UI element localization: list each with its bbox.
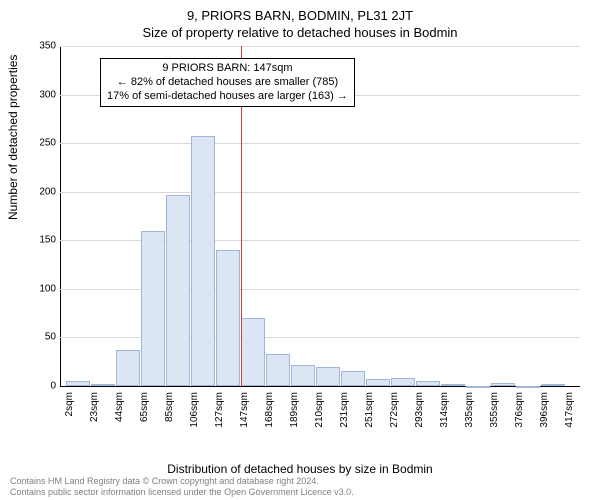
histogram-bar	[216, 250, 240, 386]
histogram-bar	[191, 136, 215, 386]
x-tick-label: 396sqm	[539, 392, 550, 428]
x-tick-label: 189sqm	[289, 392, 300, 428]
x-tick-label: 23sqm	[89, 392, 100, 422]
histogram-bar	[91, 384, 115, 386]
histogram-bar	[291, 365, 315, 386]
chart-title-sub: Size of property relative to detached ho…	[0, 23, 600, 40]
histogram-bar	[141, 231, 165, 386]
x-tick-label: 168sqm	[264, 392, 275, 428]
chart-title-main: 9, PRIORS BARN, BODMIN, PL31 2JT	[0, 0, 600, 23]
x-tick-label: 44sqm	[114, 392, 125, 422]
footer-attribution: Contains HM Land Registry data © Crown c…	[10, 476, 354, 498]
grid-line	[60, 46, 580, 47]
chart-container: 9, PRIORS BARN, BODMIN, PL31 2JT Size of…	[0, 0, 600, 500]
x-tick-label: 231sqm	[339, 392, 350, 428]
histogram-bar	[416, 381, 440, 386]
footer-line-2: Contains public sector information licen…	[10, 487, 354, 498]
y-tick-label: 50	[45, 332, 56, 343]
grid-line	[60, 143, 580, 144]
x-tick-label: 210sqm	[314, 392, 325, 428]
histogram-bar	[391, 378, 415, 386]
histogram-bar	[266, 354, 290, 386]
x-tick-label: 85sqm	[164, 392, 175, 422]
x-tick-label: 376sqm	[514, 392, 525, 428]
x-tick-label: 127sqm	[214, 392, 225, 428]
annotation-line: 17% of semi-detached houses are larger (…	[107, 90, 348, 104]
histogram-bar	[66, 381, 90, 386]
x-tick-label: 335sqm	[464, 392, 475, 428]
x-tick-label: 314sqm	[439, 392, 450, 428]
grid-line	[60, 192, 580, 193]
annotation-box: 9 PRIORS BARN: 147sqm← 82% of detached h…	[100, 58, 355, 107]
grid-line	[60, 240, 580, 241]
x-tick-label: 293sqm	[414, 392, 425, 428]
y-tick-label: 200	[39, 186, 56, 197]
histogram-bar	[116, 350, 140, 386]
x-tick-label: 147sqm	[239, 392, 250, 428]
plot-area: 0501001502002503003502sqm23sqm44sqm65sqm…	[60, 46, 580, 426]
y-tick-label: 0	[50, 381, 56, 392]
histogram-bar	[241, 318, 265, 386]
x-tick-label: 355sqm	[489, 392, 500, 428]
grid-line	[60, 337, 580, 338]
y-axis	[60, 46, 61, 386]
y-tick-label: 250	[39, 138, 56, 149]
y-tick-label: 300	[39, 89, 56, 100]
chart-area: 0501001502002503003502sqm23sqm44sqm65sqm…	[60, 46, 580, 426]
footer-line-1: Contains HM Land Registry data © Crown c…	[10, 476, 354, 487]
x-tick-label: 251sqm	[364, 392, 375, 428]
annotation-line: 9 PRIORS BARN: 147sqm	[107, 62, 348, 76]
x-axis	[60, 386, 580, 387]
y-axis-label: Number of detached properties	[6, 55, 20, 220]
histogram-bar	[341, 371, 365, 386]
y-tick-label: 350	[39, 41, 56, 52]
histogram-bar	[366, 379, 390, 386]
annotation-line: ← 82% of detached houses are smaller (78…	[107, 76, 348, 90]
x-tick-label: 65sqm	[139, 392, 150, 422]
histogram-bar	[516, 386, 540, 388]
x-tick-label: 2sqm	[64, 392, 75, 416]
histogram-bar	[541, 384, 565, 386]
y-tick-label: 150	[39, 235, 56, 246]
x-tick-label: 417sqm	[564, 392, 575, 428]
histogram-bar	[316, 367, 340, 386]
histogram-bar	[166, 195, 190, 386]
histogram-bar	[441, 384, 465, 386]
x-tick-label: 272sqm	[389, 392, 400, 428]
grid-line	[60, 289, 580, 290]
x-tick-label: 106sqm	[189, 392, 200, 428]
histogram-bar	[491, 383, 515, 386]
y-tick-label: 100	[39, 283, 56, 294]
x-axis-label: Distribution of detached houses by size …	[0, 462, 600, 476]
histogram-bar	[466, 386, 490, 388]
